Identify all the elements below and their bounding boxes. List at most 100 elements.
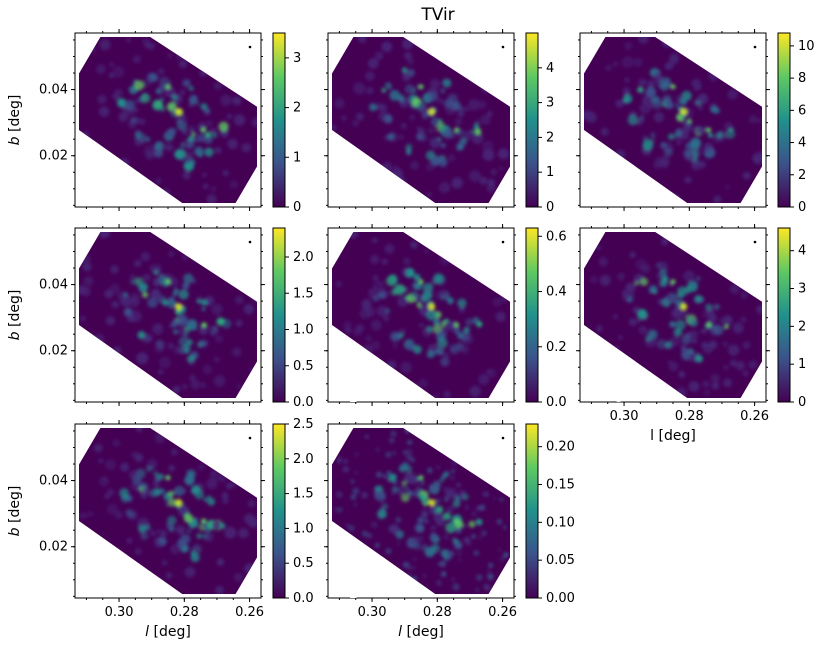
emission-peak <box>670 279 676 285</box>
y-tick-label: 0.02 <box>39 540 68 555</box>
panel-hnc: 0.30 0.28 0.26 0.04 0.02 b [deg] l [deg] HNC 0.0… <box>7 417 314 640</box>
molecule-label: HNCO <box>81 375 141 399</box>
emission-peak <box>201 322 207 328</box>
colorbar-tick-label: 0.6 <box>546 229 567 244</box>
x-tick-label: 0.28 <box>423 605 452 620</box>
beam-marker <box>501 436 505 440</box>
x-axis-label: l [deg] <box>650 428 696 444</box>
emission-peak <box>175 108 183 116</box>
panel-hnco: 0.04 0.02 b [deg] HNCO 0.0 0.5 1.0 1.5 2.0 <box>7 224 314 410</box>
map-background <box>332 428 510 594</box>
x-tick-label: 0.30 <box>358 605 387 620</box>
colorbar-tick-label: 0.4 <box>546 285 567 300</box>
colorbar-tick-label: 0.05 <box>546 553 575 568</box>
colorbar <box>525 32 539 208</box>
molecule-label: HCO+ <box>586 179 642 204</box>
emission-peak <box>175 499 183 507</box>
emission-peak <box>428 303 436 311</box>
colorbar-tick-label: 2.5 <box>293 417 314 432</box>
map-background <box>79 37 257 203</box>
map-background <box>79 232 257 398</box>
colorbar-tick-label: 0 <box>798 395 806 410</box>
map-area <box>584 232 762 398</box>
y-tick-label: 0.02 <box>39 344 68 359</box>
colorbar-tick-label: 1 <box>798 357 806 372</box>
colorbar <box>272 32 286 208</box>
emission-peak <box>454 518 460 524</box>
colorbar-tick-label: 0.0 <box>293 591 314 606</box>
colorbar-tick-label: 0 <box>798 200 806 215</box>
colorbar-tick-label: 0.20 <box>546 440 575 455</box>
emission-peak <box>706 127 712 133</box>
emission-peak <box>454 322 460 328</box>
colorbar-tick-label: 0.15 <box>546 478 575 493</box>
emission-peak <box>165 475 171 481</box>
colorbar-tick-label: 0 <box>546 200 554 215</box>
x-axis-label: l [deg] <box>398 624 444 640</box>
emission-peak <box>428 499 436 507</box>
colorbar-tick-label: 6 <box>798 103 806 118</box>
colorbar-tick-label: 0.5 <box>293 556 314 571</box>
colorbar-tick-label: 2 <box>798 168 806 183</box>
x-tick-label: 0.26 <box>235 605 264 620</box>
colorbar <box>525 423 539 599</box>
x-tick-label: 0.30 <box>105 605 134 620</box>
y-axis-label: b [deg] <box>7 95 23 146</box>
colorbar-tick-label: 10 <box>798 39 815 54</box>
emission-peak <box>418 279 424 285</box>
colorbar-tick-label: 4 <box>546 61 554 76</box>
colorbar <box>777 227 791 403</box>
colorbar-tick-label: 0.2 <box>546 340 567 355</box>
map-area <box>332 428 510 594</box>
colorbar-tick-label: 1.5 <box>293 487 314 502</box>
colorbar <box>525 227 539 403</box>
colorbar <box>777 32 791 208</box>
colorbar-tick-label: 0.0 <box>546 395 567 410</box>
map-area <box>332 232 510 398</box>
colorbar <box>272 227 286 403</box>
beam-marker <box>501 45 505 49</box>
colorbar-tick-label: 3 <box>798 282 806 297</box>
colorbar-tick-label: 4 <box>798 136 806 151</box>
colorbar-tick-label: 2 <box>798 319 806 334</box>
beam-marker <box>753 240 757 244</box>
beam-marker <box>501 240 505 244</box>
emission-peak <box>201 127 207 133</box>
molecule-label: HNC <box>81 571 125 595</box>
x-axis-label: l [deg] <box>145 624 191 640</box>
emission-peak <box>201 518 207 524</box>
colorbar-tick-label: 8 <box>798 71 806 86</box>
molecule-label: CS <box>81 180 108 204</box>
molecule-label: HCN <box>334 180 378 204</box>
map-area <box>584 37 762 203</box>
colorbar-tick-label: 1 <box>293 150 301 165</box>
colorbar-tick-label: 3 <box>546 96 554 111</box>
y-axis-label: b [deg] <box>7 486 23 537</box>
molecule-label: H2CS <box>334 375 385 406</box>
x-tick-label: 0.30 <box>610 409 639 424</box>
y-tick-label: 0.04 <box>39 474 68 489</box>
emission-peak <box>165 279 171 285</box>
colorbar-tick-label: 2.0 <box>293 250 314 265</box>
beam-marker <box>248 436 252 440</box>
panel-hcoplus: HCO+ 0 2 4 6 8 10 <box>576 29 815 215</box>
colorbar-tick-label: 1.0 <box>293 521 314 536</box>
y-axis-label: b [deg] <box>7 290 23 341</box>
emission-peak <box>428 108 436 116</box>
colorbar-tick-label: 2.0 <box>293 452 314 467</box>
map-background <box>79 428 257 594</box>
x-tick-label: 0.26 <box>488 605 517 620</box>
molecule-label: HC3N <box>586 375 639 406</box>
emission <box>79 37 257 203</box>
colorbar-tick-label: 4 <box>798 244 806 259</box>
colorbar-tick-label: 1.5 <box>293 286 314 301</box>
map-area <box>79 428 257 594</box>
colorbar-tick-label: 0.00 <box>546 591 575 606</box>
emission-peak <box>454 127 460 133</box>
colorbar-tick-label: 1.0 <box>293 323 314 338</box>
x-tick-label: 0.28 <box>170 605 199 620</box>
beam-marker <box>248 45 252 49</box>
panel-n2hplus: 0.30 0.28 0.26 l [deg] N2H+ 0.00 0.05 0.10 0.15 0… <box>324 420 575 640</box>
colorbar-tick-label: 3 <box>293 51 301 66</box>
emission-peak <box>706 322 712 328</box>
